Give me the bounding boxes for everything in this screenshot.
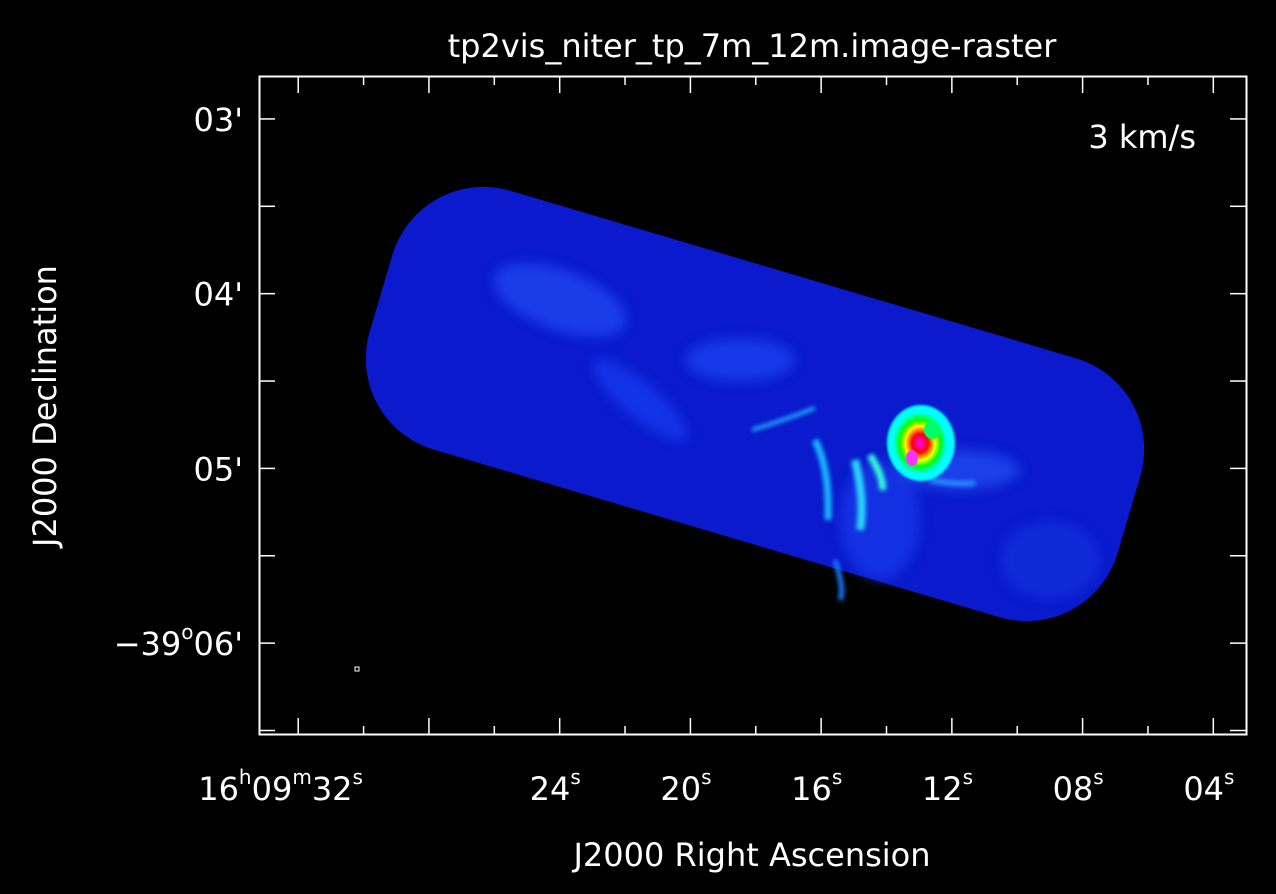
x-axis-label: J2000 Right Ascension	[571, 836, 930, 874]
x-tick-label: 08s	[1053, 765, 1104, 808]
filaments	[751, 406, 976, 602]
y-tick-label: 03'	[193, 101, 243, 139]
y-axis-tick-labels: 03' 04' 05' −39o06'	[114, 101, 243, 663]
x-tick-label: 16h09m32s	[198, 765, 363, 808]
beam-marker	[354, 666, 360, 672]
x-tick-label: 16s	[791, 765, 842, 808]
velocity-annotation: 3 km/s	[1088, 118, 1196, 156]
y-tick-label: −39o06'	[114, 620, 243, 663]
x-tick-label: 04s	[1183, 765, 1234, 808]
y-axis-ticks	[259, 118, 1246, 732]
y-axis-label: J2000 Declination	[26, 265, 64, 549]
mosaic-image	[365, 186, 1145, 622]
x-tick-label: 20s	[660, 765, 711, 808]
x-tick-label: 24s	[530, 765, 581, 808]
y-tick-label: 05'	[193, 450, 243, 488]
x-axis-ticks	[297, 77, 1215, 734]
x-axis-tick-labels: 16h09m32s 24s 20s 16s 12s 08s 04s	[198, 765, 1234, 808]
x-tick-label: 12s	[922, 765, 973, 808]
chart-title: tp2vis_niter_tp_7m_12m.image-raster	[448, 27, 1058, 65]
emission-peak	[887, 405, 955, 481]
plot-frame	[258, 75, 1248, 736]
y-tick-label: 04'	[193, 276, 243, 314]
